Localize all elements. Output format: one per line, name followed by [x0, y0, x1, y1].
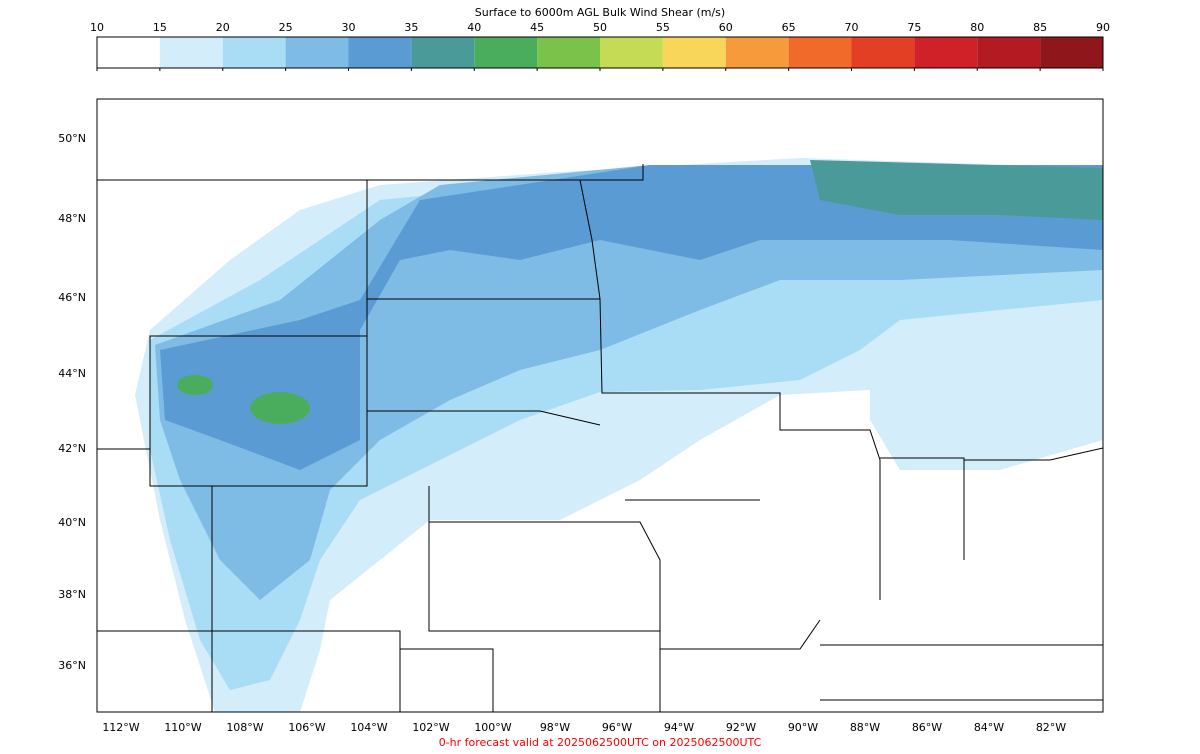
colorbar-box [285, 37, 349, 68]
colorbar-tick-label: 15 [153, 21, 167, 34]
lon-label: 96°W [602, 721, 632, 734]
shade-40 [250, 392, 310, 424]
lon-label: 90°W [788, 721, 818, 734]
lon-label: 100°W [474, 721, 511, 734]
colorbar-box [600, 37, 663, 68]
lat-label: 42°N [58, 442, 86, 455]
shade-40 [177, 375, 213, 395]
colorbar-box [914, 37, 978, 68]
lat-label: 44°N [58, 367, 86, 380]
colorbar-tick-label: 55 [656, 21, 670, 34]
lon-label: 94°W [664, 721, 694, 734]
colorbar-box [348, 37, 412, 68]
colorbar-box [159, 37, 223, 68]
lon-label: 112°W [102, 721, 139, 734]
lon-labels: 112°W 110°W 108°W 106°W 104°W 102°W 100°W 98°W 9… [102, 721, 1066, 734]
colorbar-box [474, 37, 538, 68]
colorbar-tick-label: 45 [530, 21, 544, 34]
colorbar-tick-label: 60 [719, 21, 733, 34]
lon-label: 88°W [850, 721, 880, 734]
lat-label: 40°N [58, 516, 86, 529]
colorbar-tick-label: 70 [845, 21, 859, 34]
map-frame [96, 98, 1104, 713]
colorbar-title: Surface to 6000m AGL Bulk Wind Shear (m/… [475, 6, 725, 19]
colorbar-box [977, 37, 1041, 68]
lat-label: 48°N [58, 212, 86, 225]
colorbar-tick-label: 10 [90, 21, 104, 34]
colorbar-tick-label: 75 [907, 21, 921, 34]
lat-label: 50°N [58, 132, 86, 145]
state-borders [97, 164, 1103, 712]
lon-label: 104°W [350, 721, 387, 734]
colorbar-tick-label: 20 [216, 21, 230, 34]
colorbar-tick-label: 90 [1096, 21, 1110, 34]
colorbar-tick-label: 65 [782, 21, 796, 34]
lon-label: 106°W [288, 721, 325, 734]
colorbar: 10 15 20 25 30 35 40 45 50 55 60 65 70 75 80 85 90 [90, 21, 1110, 71]
footer: 0-hr forecast valid at 2025062500UTC on … [439, 736, 762, 749]
lat-label: 46°N [58, 291, 86, 304]
colorbar-tick-label: 35 [404, 21, 418, 34]
colorbar-box [1040, 37, 1103, 68]
colorbar-tick-label: 40 [467, 21, 481, 34]
lon-label: 98°W [540, 721, 570, 734]
colorbar-tick-label: 80 [970, 21, 984, 34]
colorbar-box [222, 37, 286, 68]
lat-label: 38°N [58, 588, 86, 601]
lon-label: 108°W [226, 721, 263, 734]
lat-labels: 50°N 48°N 46°N 44°N 42°N 40°N 38°N 36°N [58, 132, 86, 672]
colorbar-box [411, 37, 475, 68]
map [96, 98, 1104, 713]
lon-label: 102°W [412, 721, 449, 734]
lon-label: 110°W [164, 721, 201, 734]
lat-label: 36°N [58, 659, 86, 672]
colorbar-box [851, 37, 915, 68]
lon-label: 92°W [726, 721, 756, 734]
colorbar-tick-label: 25 [279, 21, 293, 34]
colorbar-box [788, 37, 852, 68]
lon-label: 82°W [1036, 721, 1066, 734]
colorbar-tick-label: 50 [593, 21, 607, 34]
lon-label: 86°W [912, 721, 942, 734]
colorbar-tick-label: 85 [1033, 21, 1047, 34]
lon-label: 84°W [974, 721, 1004, 734]
colorbar-box [662, 37, 726, 68]
colorbar-box [537, 37, 600, 68]
shade-30 [160, 165, 1103, 470]
colorbar-box [97, 37, 160, 68]
colorbar-tick-label: 30 [342, 21, 356, 34]
colorbar-box [725, 37, 789, 68]
shade-35 [810, 160, 1103, 220]
